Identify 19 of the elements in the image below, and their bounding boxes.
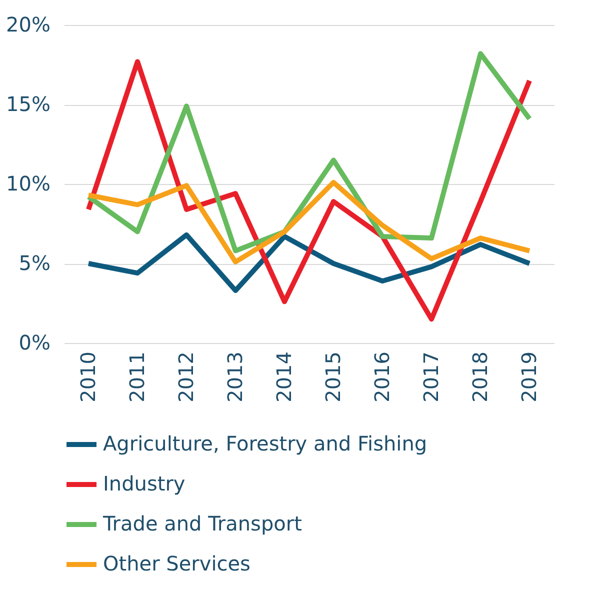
legend-label: Trade and Transport — [102, 512, 302, 536]
x-tick-label: 2018 — [468, 352, 492, 402]
x-tick-label: 2013 — [223, 352, 247, 402]
x-tick-label: 2010 — [76, 352, 100, 402]
x-tick-label: 2016 — [370, 352, 394, 402]
x-tick-label: 2011 — [125, 352, 149, 402]
x-tick-label: 2015 — [321, 352, 345, 402]
x-tick-label: 2019 — [517, 352, 541, 402]
x-tick-label: 2012 — [174, 352, 198, 402]
x-tick-label: 2017 — [419, 352, 443, 402]
y-tick-label: 10% — [6, 172, 50, 196]
y-tick-label: 20% — [6, 12, 50, 36]
legend-label: Industry — [103, 472, 186, 496]
x-tick-label: 2014 — [272, 352, 296, 402]
legend-label: Agriculture, Forestry and Fishing — [103, 432, 428, 456]
y-tick-label: 0% — [18, 330, 50, 354]
legend-label: Other Services — [103, 552, 250, 576]
y-tick-label: 15% — [6, 92, 50, 116]
y-tick-label: 5% — [18, 251, 50, 275]
